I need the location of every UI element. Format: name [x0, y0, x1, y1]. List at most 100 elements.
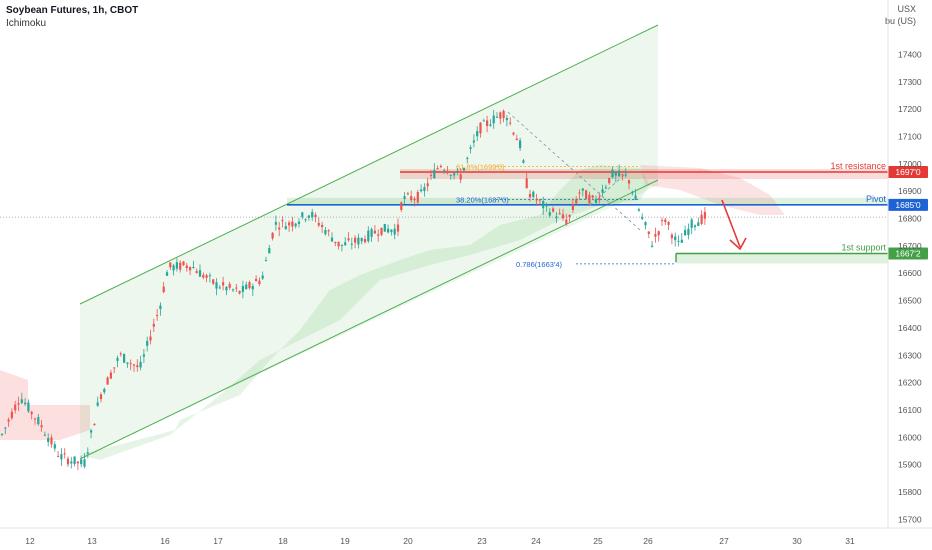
candle-down	[182, 261, 185, 266]
fibonacci-lines: 61.8%(1699'0) 38.20%(1687'0) 0.786(1663'4)	[456, 111, 676, 269]
candle-down	[373, 230, 376, 234]
candle-up	[614, 172, 617, 176]
chart-title: Soybean Futures, 1h, CBOT	[6, 5, 139, 16]
candle-down	[578, 192, 581, 194]
candle-up	[4, 427, 7, 429]
time-axis: 12 13 16 17 18 19 20 23 24 25 26 27 30 31	[0, 527, 932, 546]
candle-down	[255, 278, 258, 282]
candle-up	[231, 289, 235, 291]
candle-down	[66, 458, 70, 465]
resistance-label: 1st resistance	[830, 161, 886, 171]
candle-up	[268, 248, 271, 254]
candle-up	[330, 237, 334, 242]
candle-up	[637, 209, 640, 211]
candle-up	[139, 361, 142, 368]
price-tick-label: 16600	[898, 268, 922, 278]
price-tick-label: 16700	[898, 241, 922, 251]
candle-up	[482, 120, 485, 122]
candle-up	[245, 284, 248, 290]
candle-up	[680, 239, 683, 243]
candle-up	[367, 230, 370, 242]
pivot-price-badge	[888, 198, 928, 211]
candle-up	[693, 225, 697, 228]
price-tick-label: 17000	[898, 159, 922, 169]
candle-up	[344, 242, 347, 246]
time-tick-label: 26	[643, 536, 653, 546]
cloud-bearish-future	[640, 165, 785, 215]
time-tick-label: 25	[593, 536, 603, 546]
candle-up	[370, 229, 373, 237]
candle-down	[314, 214, 317, 218]
candle-up	[624, 174, 627, 176]
candle-up	[284, 226, 287, 230]
channel-upper-line	[79, 24, 659, 305]
support-price-badge-text: 1667'2	[895, 249, 921, 259]
candle-up	[20, 399, 23, 403]
candle-down	[565, 219, 568, 224]
time-tick-label: 20	[403, 536, 413, 546]
candle-down	[558, 213, 561, 215]
price-tick-label: 15900	[898, 460, 922, 470]
candle-down	[222, 282, 225, 286]
candle-up	[601, 189, 604, 193]
candle-down	[57, 455, 60, 457]
fib-level-label: 0.786(1663'4)	[516, 260, 563, 269]
candle-up	[53, 444, 56, 449]
candle-down	[700, 214, 703, 224]
candle-down	[525, 178, 528, 189]
cloud-bearish-past	[0, 370, 90, 440]
candle-down	[396, 224, 400, 232]
candle-down	[591, 195, 594, 198]
candle-up	[90, 430, 93, 433]
candle-up	[393, 228, 396, 235]
candle-down	[185, 265, 188, 269]
candle-down	[7, 419, 10, 422]
candle-down	[40, 425, 43, 428]
candle-down	[136, 365, 139, 368]
candle-down	[535, 199, 538, 201]
candle-up	[123, 353, 126, 363]
candle-up	[651, 245, 654, 247]
candle-down	[647, 231, 650, 234]
candle-down	[512, 132, 515, 135]
candle-down	[317, 223, 320, 226]
candle-up	[505, 118, 508, 121]
candle-down	[406, 193, 409, 195]
candle-up	[476, 131, 479, 137]
channel-fill	[80, 25, 658, 459]
candle-up	[492, 115, 495, 124]
candle-down	[14, 404, 17, 411]
candle-up	[644, 222, 647, 226]
candle-up	[687, 228, 690, 236]
candle-down	[413, 198, 416, 201]
annotations	[675, 199, 747, 263]
candle-down	[654, 234, 657, 237]
candle-down	[248, 282, 251, 289]
price-tick-label: 15800	[898, 487, 922, 497]
candle-up	[433, 170, 436, 179]
candle-up	[126, 362, 129, 364]
candle-up	[0, 433, 4, 435]
candle-down	[278, 227, 281, 230]
candle-up	[677, 240, 680, 242]
candle-up	[165, 272, 169, 276]
candle-up	[495, 116, 499, 118]
candle-up	[519, 140, 522, 149]
candle-up	[472, 140, 475, 143]
candle-down	[271, 232, 274, 239]
candle-up	[208, 275, 211, 277]
candle-down	[337, 241, 340, 247]
candle-up	[449, 174, 452, 176]
support-zone	[676, 253, 888, 264]
candle-up	[462, 167, 466, 171]
candle-up	[350, 243, 353, 245]
candle-up	[218, 287, 221, 289]
candle-down	[129, 363, 132, 365]
candle-up	[251, 286, 254, 290]
unit-label-currency: USX	[897, 4, 916, 14]
candle-down	[561, 214, 565, 219]
candle-up	[403, 196, 406, 199]
candle-up	[324, 229, 327, 235]
candle-up	[581, 188, 584, 191]
